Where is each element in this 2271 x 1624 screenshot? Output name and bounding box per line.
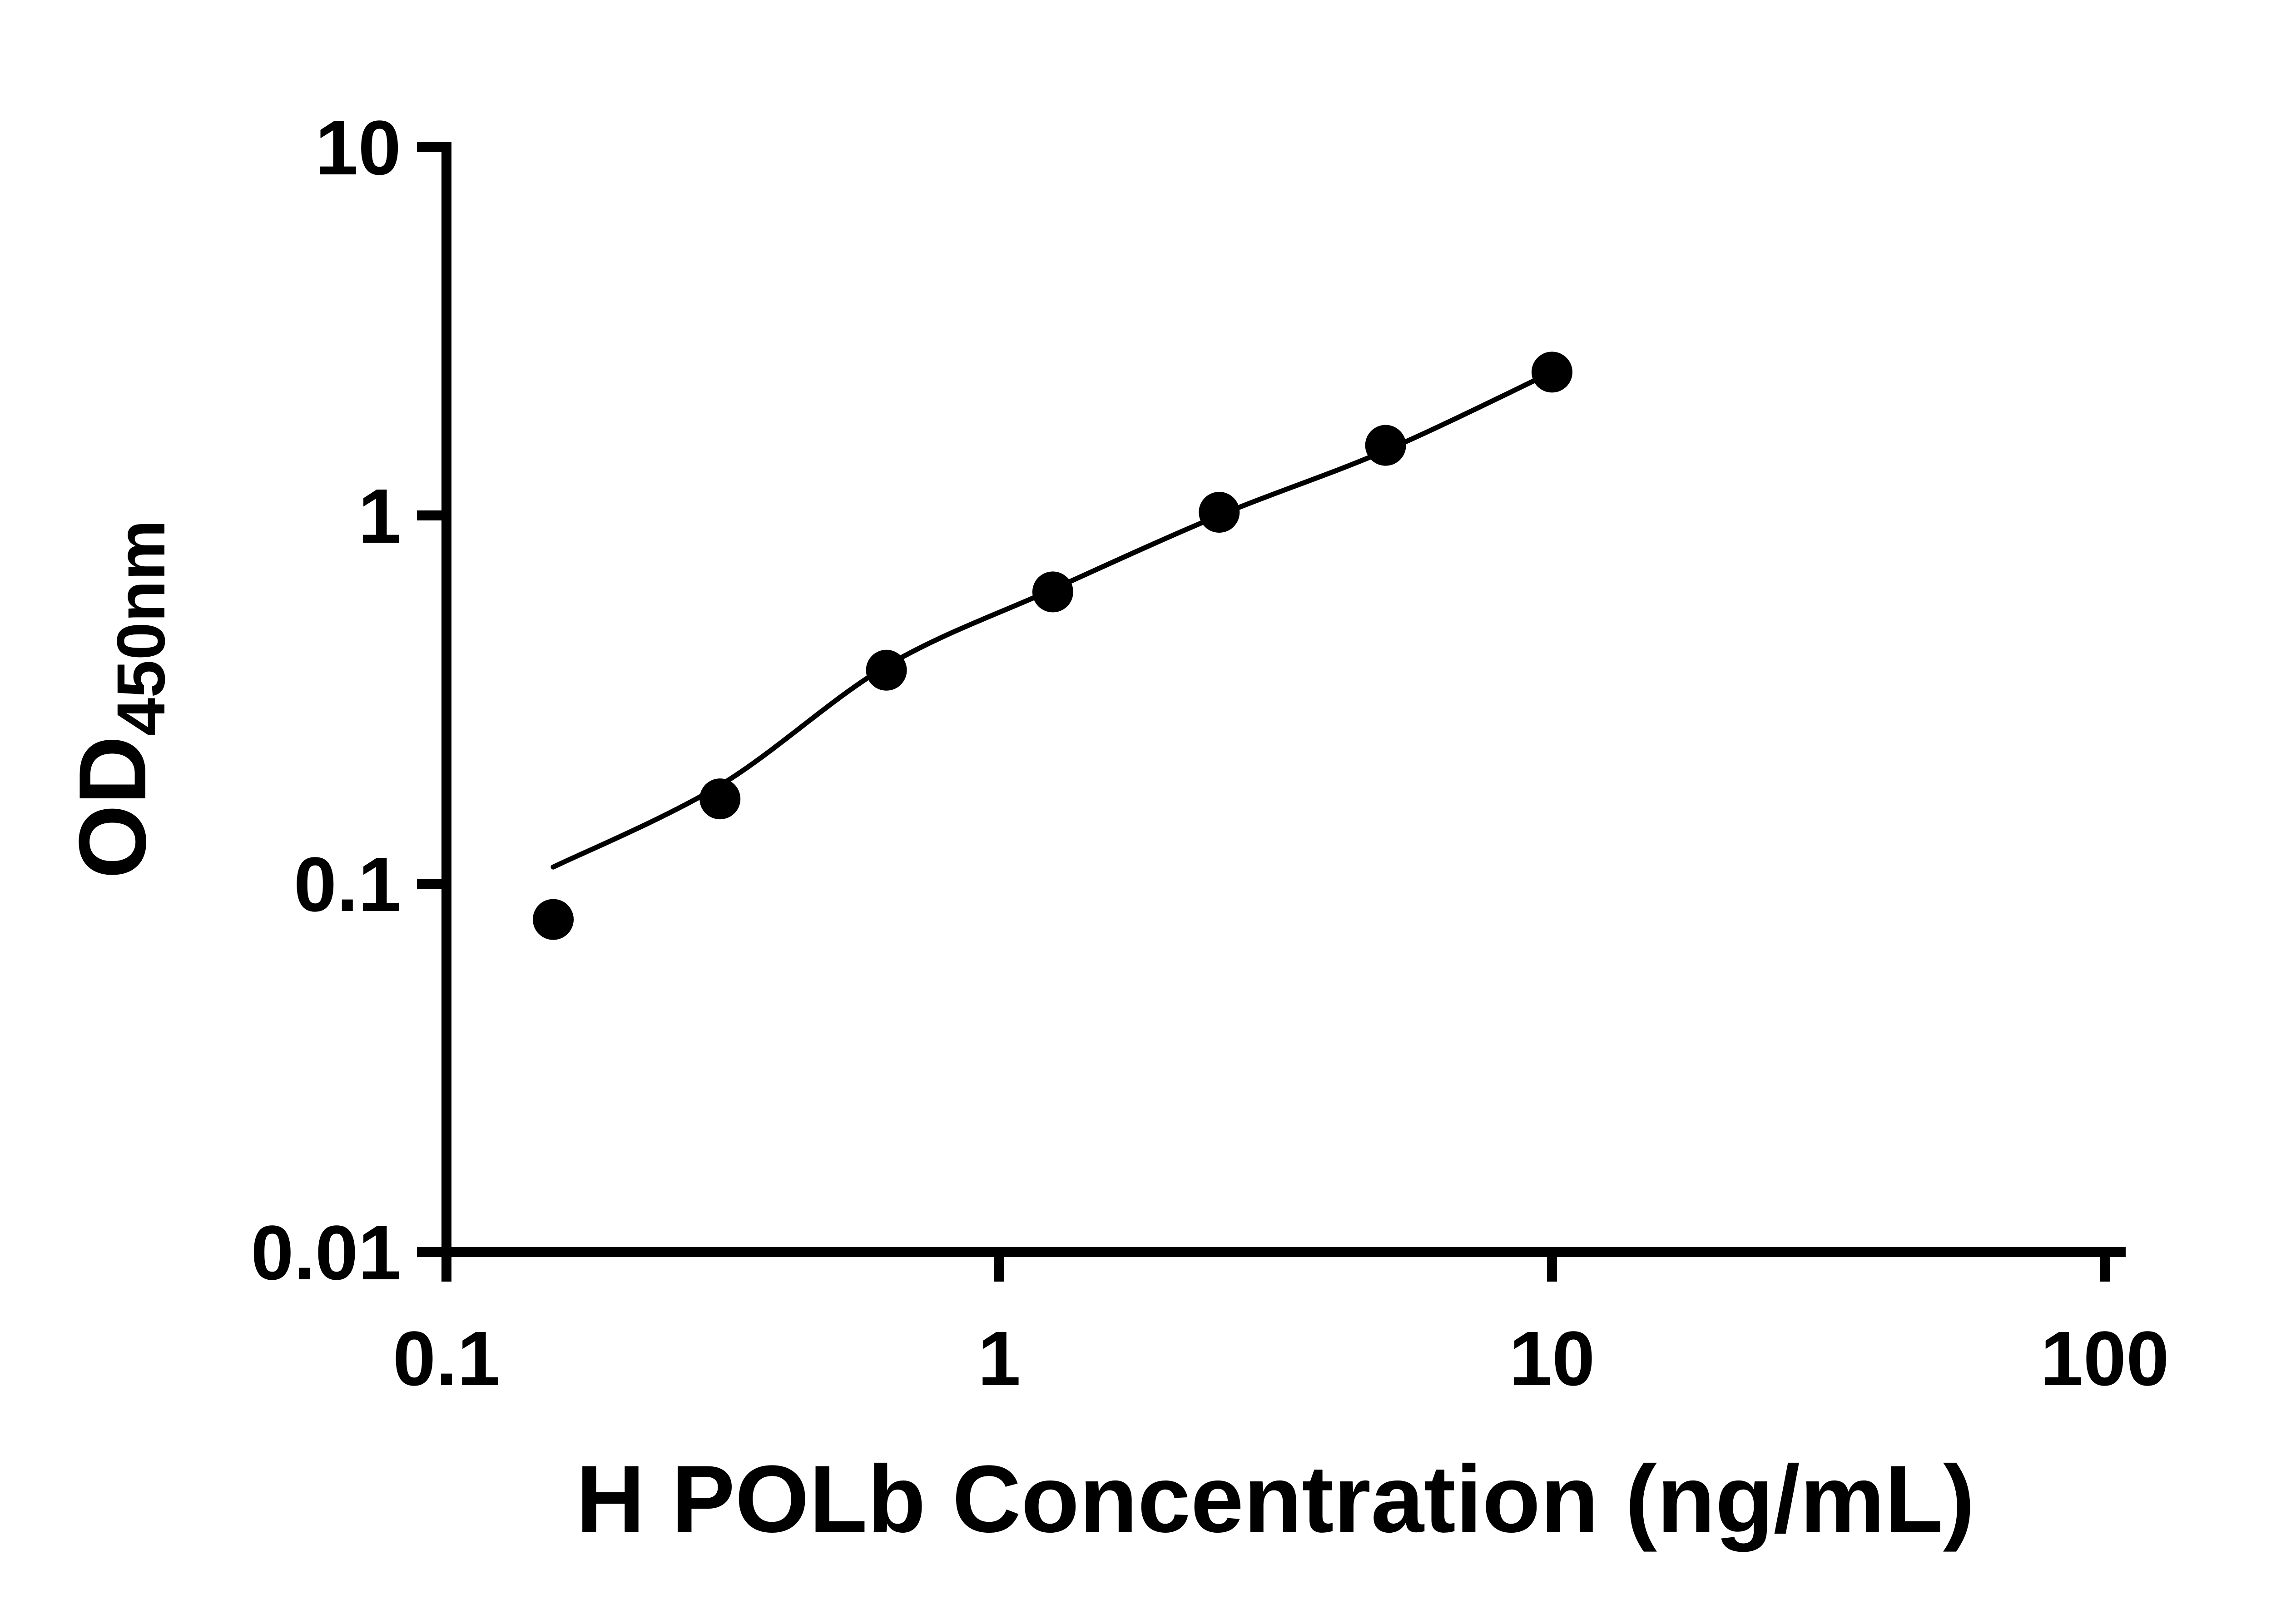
data-point — [1365, 425, 1406, 466]
data-point — [1199, 492, 1240, 533]
data-point — [1032, 571, 1073, 613]
data-point — [866, 649, 907, 691]
x-tick-label: 10 — [1509, 1316, 1595, 1402]
y-axis-title-subscript: 450nm — [103, 520, 179, 736]
y-axis-title-main: OD — [59, 736, 166, 879]
y-axis-title: OD450nm — [59, 520, 179, 879]
x-tick-label: 0.1 — [393, 1316, 500, 1402]
y-tick-label: 1 — [358, 473, 401, 559]
y-tick-label: 0.01 — [251, 1210, 401, 1296]
x-tick-label: 100 — [2040, 1316, 2169, 1402]
data-point — [533, 899, 574, 940]
data-point — [1532, 352, 1572, 393]
y-tick-label: 0.1 — [294, 842, 401, 928]
x-tick-label: 1 — [978, 1316, 1021, 1402]
data-point — [699, 778, 741, 820]
axes: 0.1 1 10 100 0.01 0.1 1 10 — [251, 105, 2169, 1402]
y-tick-label: 10 — [315, 105, 401, 191]
x-axis-title: H POLb Concentration (ng/mL) — [576, 1446, 1975, 1552]
data-points-group — [533, 352, 1572, 940]
